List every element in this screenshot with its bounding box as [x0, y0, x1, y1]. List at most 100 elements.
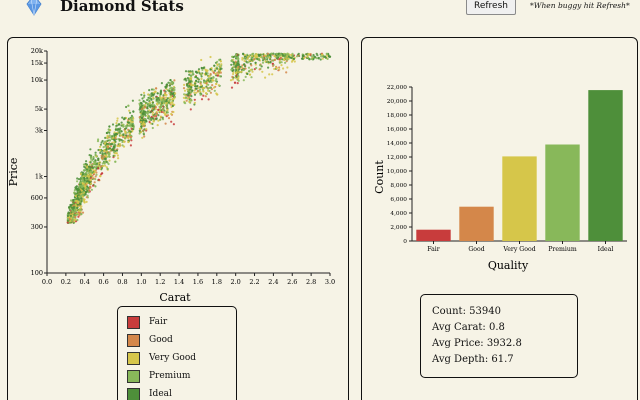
scatter-point	[73, 196, 77, 199]
legend-swatch	[127, 333, 140, 347]
scatter-point	[267, 66, 270, 69]
scatter-point	[280, 61, 283, 64]
scatter-point	[143, 104, 147, 107]
refresh-hint: *When buggy hit Refresh*	[530, 1, 630, 10]
scatter-point	[128, 109, 131, 112]
bar-x-tick-label: Very Good	[502, 246, 535, 253]
legend-swatch	[127, 387, 140, 400]
scatter-point	[99, 151, 102, 154]
scatter-point	[111, 123, 115, 126]
legend-swatch	[127, 351, 140, 365]
bar-x-tick-label: Premium	[548, 246, 577, 253]
scatter-point	[120, 124, 123, 127]
bar-y-tick-label: 10,000	[387, 169, 408, 175]
scatter-point	[138, 99, 141, 102]
scatter-point	[122, 123, 125, 126]
scatter-point	[201, 68, 204, 71]
scatter-points	[66, 52, 332, 224]
refresh-button[interactable]: Refresh	[466, 0, 516, 15]
bar-y-tick-label: 20,000	[387, 99, 408, 105]
scatter-point	[124, 127, 127, 130]
scatter-point	[195, 91, 198, 94]
scatter-panel	[7, 37, 349, 400]
legend-label: Good	[149, 335, 173, 345]
scatter-point	[143, 135, 146, 138]
bar-fair	[416, 229, 451, 241]
scatter-point	[148, 93, 151, 97]
scatter-point	[211, 84, 214, 87]
bar-x-tick-label: Ideal	[598, 246, 614, 253]
scatter-point	[241, 64, 244, 67]
scatter-point	[83, 201, 86, 204]
scatter-point	[99, 145, 102, 148]
stat-avg-price: Avg Price: 3932.8	[432, 338, 522, 349]
scatter-point	[191, 84, 195, 87]
scatter-point	[202, 66, 205, 69]
scatter-point	[211, 69, 214, 72]
scatter-point	[141, 97, 144, 100]
scatter-point	[183, 89, 187, 92]
scatter-point	[230, 86, 234, 89]
scatter-point	[80, 205, 83, 208]
scatter-point	[237, 79, 240, 82]
stat-avg-carat: Avg Carat: 0.8	[432, 322, 505, 333]
scatter-point	[269, 58, 272, 61]
scatter-point	[250, 76, 253, 79]
scatter-point	[315, 57, 318, 60]
diamond-icon	[26, 0, 42, 16]
scatter-point	[170, 120, 173, 123]
scatter-point	[202, 94, 205, 97]
bar-x-tick-label: Good	[468, 246, 484, 253]
scatter-point	[132, 110, 135, 113]
scatter-point	[88, 163, 91, 166]
scatter-point	[103, 140, 106, 143]
scatter-point	[282, 67, 285, 70]
scatter-point	[140, 93, 143, 96]
scatter-point	[117, 157, 120, 160]
scatter-point	[97, 138, 100, 141]
scatter-point	[85, 200, 88, 203]
scatter-point	[125, 134, 128, 137]
scatter-point	[325, 54, 329, 57]
legend-label: Fair	[149, 317, 168, 327]
scatter-point	[286, 66, 289, 69]
scatter-point	[213, 69, 217, 72]
scatter-point	[319, 58, 322, 61]
scatter-point	[284, 61, 287, 64]
scatter-point	[204, 95, 207, 98]
scatter-point	[115, 152, 118, 155]
bar-very-good	[502, 156, 537, 241]
scatter-point	[167, 117, 171, 120]
bar-y-tick-label: 6,000	[390, 197, 407, 203]
scatter-point	[118, 123, 121, 126]
bar-ideal	[588, 90, 623, 241]
legend-label: Ideal	[149, 389, 172, 399]
scatter-point	[162, 107, 165, 110]
scatter-point	[118, 143, 122, 146]
scatter-point	[170, 112, 173, 116]
scatter-point	[138, 132, 141, 135]
scatter-point	[116, 117, 119, 120]
scatter-point	[247, 66, 251, 69]
scatter-point	[91, 174, 94, 177]
scatter-point	[164, 96, 168, 99]
scatter-point	[116, 145, 119, 148]
header: Diamond Stats Refresh *When buggy hit Re…	[0, 0, 640, 20]
scatter-point	[215, 78, 218, 81]
scatter-point	[151, 117, 155, 120]
scatter-point	[261, 70, 264, 73]
scatter-point	[244, 75, 247, 78]
scatter-point	[96, 140, 100, 143]
scatter-point	[126, 121, 129, 124]
scatter-point	[312, 53, 315, 57]
scatter-point	[197, 78, 200, 81]
bar-y-tick-label: 22,000	[387, 85, 408, 91]
bar-y-tick-label: 14,000	[387, 141, 408, 147]
scatter-point	[152, 88, 155, 91]
scatter-point	[236, 82, 239, 85]
scatter-point	[230, 63, 233, 66]
legend-item-ideal: Ideal	[127, 387, 172, 400]
scatter-point	[209, 72, 212, 76]
scatter-point	[160, 102, 164, 105]
